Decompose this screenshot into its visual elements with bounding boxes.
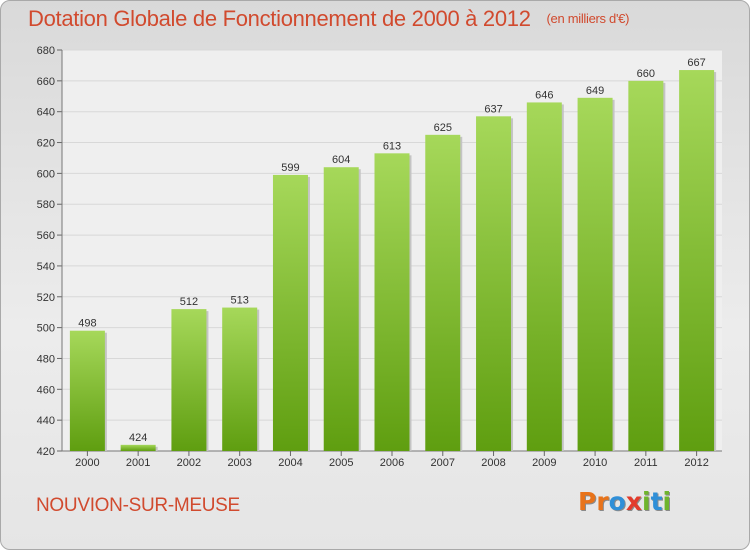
y-tick-label: 620 bbox=[37, 138, 55, 150]
x-tick-label: 2005 bbox=[329, 457, 353, 469]
logo-letter: t bbox=[650, 487, 663, 516]
bar-value-label: 498 bbox=[78, 318, 96, 330]
logo-letter: r bbox=[596, 487, 609, 516]
bar-value-label: 646 bbox=[535, 89, 553, 101]
y-tick-label: 600 bbox=[37, 168, 55, 180]
x-tick-label: 2012 bbox=[684, 457, 708, 469]
x-tick-label: 2011 bbox=[634, 457, 658, 469]
x-tick-label: 2003 bbox=[227, 457, 251, 469]
bar-value-label: 649 bbox=[586, 85, 604, 97]
bar-value-label: 604 bbox=[332, 154, 350, 166]
commune-name: NOUVION-SUR-MEUSE bbox=[36, 495, 240, 516]
x-tick-label: 2010 bbox=[583, 457, 607, 469]
y-tick-label: 440 bbox=[37, 415, 55, 427]
bar bbox=[120, 444, 156, 451]
chart-title: Dotation Globale de Fonctionnement de 20… bbox=[28, 6, 629, 32]
bar-value-label: 512 bbox=[180, 296, 198, 308]
y-tick-label: 580 bbox=[37, 199, 55, 211]
x-tick-label: 2001 bbox=[126, 457, 150, 469]
bar-value-label: 513 bbox=[231, 295, 249, 307]
x-tick-label: 2004 bbox=[278, 457, 302, 469]
bar bbox=[526, 102, 562, 451]
bar bbox=[171, 309, 207, 451]
y-tick-label: 520 bbox=[37, 292, 55, 304]
y-tick-label: 660 bbox=[37, 76, 55, 88]
y-tick-label: 480 bbox=[37, 353, 55, 365]
x-tick-label: 2000 bbox=[75, 457, 99, 469]
y-tick-label: 640 bbox=[37, 107, 55, 119]
logo-letter: x bbox=[625, 487, 642, 516]
x-tick-label: 2007 bbox=[431, 457, 455, 469]
bar bbox=[272, 174, 308, 451]
bar-value-label: 637 bbox=[484, 103, 502, 115]
x-tick-label: 2006 bbox=[380, 457, 404, 469]
logo-letter: P bbox=[578, 487, 597, 516]
y-tick-label: 540 bbox=[37, 261, 55, 273]
title-text: Dotation Globale de Fonctionnement de 20… bbox=[28, 6, 531, 31]
bar-value-label: 660 bbox=[637, 68, 655, 80]
bar-value-label: 599 bbox=[281, 162, 299, 174]
bar bbox=[679, 70, 715, 452]
logo-letter: i bbox=[662, 487, 672, 516]
bar bbox=[69, 330, 105, 451]
bar bbox=[425, 134, 461, 452]
bar-value-label: 613 bbox=[383, 140, 401, 152]
bar bbox=[323, 167, 359, 451]
y-tick-label: 500 bbox=[37, 323, 55, 335]
y-tick-label: 420 bbox=[37, 446, 55, 458]
logo-letter: i bbox=[642, 487, 651, 516]
x-tick-label: 2008 bbox=[481, 457, 505, 469]
bar-value-label: 424 bbox=[129, 432, 147, 444]
x-tick-label: 2002 bbox=[177, 457, 201, 469]
logo-letter: o bbox=[608, 487, 626, 516]
y-tick-label: 460 bbox=[37, 384, 55, 396]
bar-value-label: 667 bbox=[687, 57, 705, 69]
bar bbox=[577, 97, 613, 452]
bar-value-label: 625 bbox=[434, 122, 452, 134]
y-tick-label: 560 bbox=[37, 230, 55, 242]
unit-label: (en milliers d'€) bbox=[546, 11, 630, 26]
bar bbox=[374, 153, 410, 452]
y-tick-label: 680 bbox=[37, 45, 55, 57]
x-tick-label: 2009 bbox=[532, 457, 556, 469]
proxiti-logo[interactable]: Proxiti bbox=[578, 487, 671, 516]
bar bbox=[476, 116, 512, 452]
bar bbox=[222, 307, 258, 451]
bar bbox=[628, 80, 664, 451]
